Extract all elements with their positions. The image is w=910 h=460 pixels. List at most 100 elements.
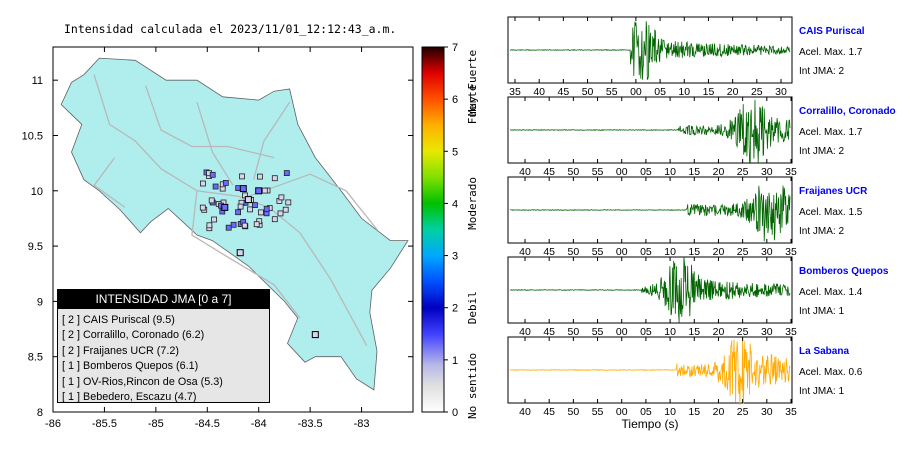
waveform-xtick-label: 35 [785,166,797,178]
waveform-xtick-label: 50 [568,166,580,178]
station-marker [235,209,242,216]
waveform-xtick-label: 45 [543,166,555,178]
map-ytick-label: 10.5 [22,130,43,142]
waveform-xtick-label: 40 [519,406,531,418]
waveform-xtick-label: 20 [713,326,725,338]
map-layer [60,57,409,391]
map-axes: -86 -85.5 -85 -84.5 -84 -83.5 -83 11 10.5 10 9.5 9 8… [22,47,413,430]
waveform-xtick-label: 30 [761,246,773,258]
waveform-panel: 40 45 50 55 00 05 10 15 20 25 30 35 La Sabana Acel. M… [507,336,863,418]
station-name: La Sabana [799,346,849,357]
waveform-xtick-label: 30 [761,406,773,418]
colorbar-category-label: Fuerte [466,84,479,124]
waveform-trace [509,337,791,406]
station-marker [285,199,292,206]
station-marker [206,222,213,229]
legend-item: [ 2 ] Corralillo, Coronado (6.2) [62,329,205,342]
station-marker [199,180,206,187]
station-marker [244,196,252,204]
waveform-xtick-label: 55 [592,246,604,258]
colorbar-tick-label: 0 [452,407,458,419]
colorbar-category-label: Debil [466,291,479,324]
station-name: Corralillo, Coronado [799,106,896,117]
waveform-xtick-label: 00 [616,406,628,418]
station-acel-max: Acel. Max. 1.7 [799,127,863,138]
waveform-trace [509,256,791,323]
station-marker [256,173,263,180]
waveform-xtick-label: 10 [664,246,676,258]
station-marker [283,170,290,177]
station-acel-max: Acel. Max. 1.4 [799,287,863,298]
map-xtick-label: -83 [354,418,370,430]
station-marker [230,221,237,228]
waveform-xtick-label: 10 [678,86,690,98]
station-name: CAIS Puriscal [799,26,865,37]
waveform-xtick-label: 20 [713,246,725,258]
legend-item: [ 1 ] Bebedero, Escazu (4.7) [62,390,197,403]
waveform-xtick-label: 40 [519,326,531,338]
waveform-xtick-label: 40 [533,86,545,98]
waveform-xtick-label: 00 [616,166,628,178]
legend-item: [ 1 ] OV-Rios,Rincon de Osa (5.3) [62,375,223,388]
waveform-xtick-label: 50 [568,406,580,418]
colorbar-gradient [421,46,445,413]
station-marker [261,187,268,194]
colorbar-tick-label: 7 [452,42,458,54]
waveform-trace [509,185,791,242]
station-marker [253,221,260,228]
station-marker [263,206,270,212]
map-ytick-label: 8.5 [28,352,43,364]
waveform-xtick-label: 55 [606,86,618,98]
waveform-xtick-label: 45 [543,326,555,338]
waveform-xtick-label: 20 [727,86,739,98]
waveform-xtick-label: 40 [519,166,531,178]
station-acel-max: Acel. Max. 1.5 [799,207,863,218]
waveform-xtick-label: 15 [688,326,700,338]
station-name: Fraijanes UCR [799,186,868,197]
station-marker [222,179,229,186]
station-int-jma: Int JMA: 2 [799,226,844,237]
waveform-xtick-label: 05 [640,406,652,418]
road-line [93,74,368,346]
legend-item: [ 2 ] CAIS Puriscal (9.5) [62,314,175,326]
station-marker [251,202,258,209]
station-marker [208,197,215,204]
station-int-jma: Int JMA: 1 [799,306,844,317]
road-line [93,157,126,208]
waveform-xtick-label: 50 [568,246,580,258]
waveform-xtick-label: 15 [688,406,700,418]
waveform-xtick-label: 50 [582,86,594,98]
station-marker [239,185,247,193]
station-marker [212,183,219,190]
waveform-xtick-label: 05 [640,166,652,178]
station-marker [282,206,289,213]
waveform-xtick-label: 15 [688,246,700,258]
waveform-xtick-label: 10 [664,406,676,418]
waveform-xtick-label: 30 [761,166,773,178]
waveform-xtick-label: 50 [568,326,580,338]
map-xtick-label: -85 [148,418,164,430]
map-ytick-label: 9.5 [28,241,43,253]
waveform-xtick-label: 55 [592,166,604,178]
waveform-panels: 35 40 45 50 55 00 05 10 15 20 25 30 CAIS Puriscal Ace… [507,16,896,431]
legend-title: INTENSIDAD JMA [0 a 7] [58,290,269,309]
waveform-panel: 40 45 50 55 00 05 10 15 20 25 30 35 Corralillo, Coro… [507,96,896,178]
map-xtick-label: -84.5 [195,418,220,430]
waveform-xtick-label: 00 [616,326,628,338]
colorbar-tick-label: 1 [452,355,458,367]
waveform-xtick-label: 35 [785,406,797,418]
waveform-xtick-label: 25 [737,326,749,338]
station-marker [225,224,232,231]
waveform-xtick-label: 35 [785,246,797,258]
waveform-xtick-label: 25 [737,166,749,178]
station-int-jma: Int JMA: 2 [799,66,844,77]
waveform-trace [509,99,791,164]
map-ytick-label: 11 [32,75,43,87]
station-marker [277,210,284,217]
station-int-jma: Int JMA: 2 [799,146,844,157]
waveform-trace [509,21,791,81]
waveform-xtick-label: 25 [737,246,749,258]
colorbar-tick-label: 3 [452,251,458,263]
station-marker [257,209,264,216]
